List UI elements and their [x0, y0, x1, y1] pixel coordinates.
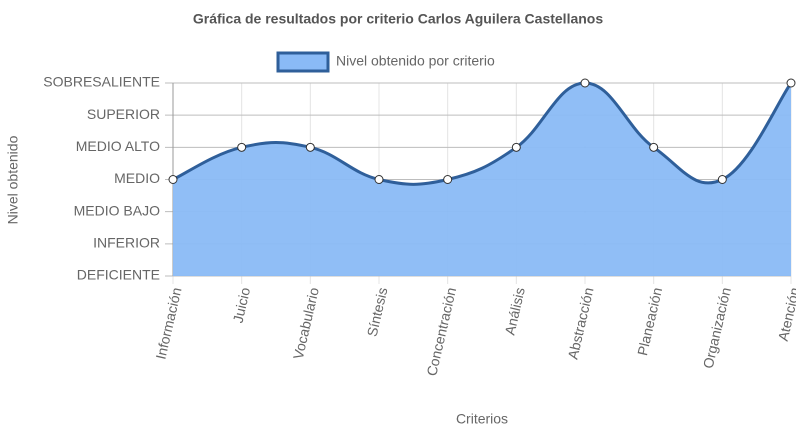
x-tick-label: Organización	[700, 286, 734, 370]
x-tick-label: Vocabulario	[290, 286, 322, 361]
y-tick-label: SUPERIOR	[87, 106, 160, 122]
y-tick-label: MEDIO BAJO	[74, 202, 160, 218]
point	[580, 78, 590, 88]
x-axis-label: Criterios	[456, 411, 508, 427]
x-tick-label: Síntesis	[364, 286, 391, 338]
x-tick-label: Planeación	[634, 286, 665, 357]
x-tick: Análisis	[501, 286, 527, 337]
point	[511, 142, 521, 152]
point	[237, 142, 247, 152]
point	[717, 175, 727, 184]
x-tick: Planeación	[634, 286, 665, 357]
x-tick-label: Análisis	[501, 286, 527, 337]
legend-label: Nivel obtenido por criterio	[336, 53, 495, 69]
x-tick-label: Concentración	[423, 286, 459, 378]
x-tick: Atención	[775, 286, 796, 343]
point	[305, 142, 315, 152]
x-tick-label: Abstracción	[564, 286, 596, 361]
y-axis-label: Nivel obtenido	[5, 135, 21, 224]
point	[786, 78, 796, 88]
legend-swatch	[276, 51, 330, 73]
x-tick: Vocabulario	[290, 286, 322, 361]
x-tick: Abstracción	[564, 286, 596, 361]
x-tick-label: Juicio	[230, 286, 254, 325]
point	[649, 142, 659, 152]
point	[168, 175, 178, 184]
x-tick: Síntesis	[364, 286, 391, 338]
point	[443, 175, 453, 184]
y-tick-label: INFERIOR	[93, 235, 160, 251]
x-tick: Organización	[700, 286, 734, 370]
point	[374, 175, 384, 184]
x-tick-label: Información	[152, 286, 184, 361]
chart-title: Gráfica de resultados por criterio Carlo…	[193, 11, 603, 27]
y-tick-label: DEFICIENTE	[77, 267, 160, 283]
y-tick-label: MEDIO	[114, 170, 160, 186]
x-tick: Información	[152, 286, 184, 361]
y-tick-label: SOBRESALIENTE	[43, 74, 160, 90]
y-tick-label: MEDIO ALTO	[76, 138, 160, 154]
x-tick: Juicio	[230, 286, 254, 325]
line	[172, 81, 793, 186]
x-tick-label: Atención	[775, 286, 796, 343]
x-tick: Concentración	[423, 286, 459, 378]
